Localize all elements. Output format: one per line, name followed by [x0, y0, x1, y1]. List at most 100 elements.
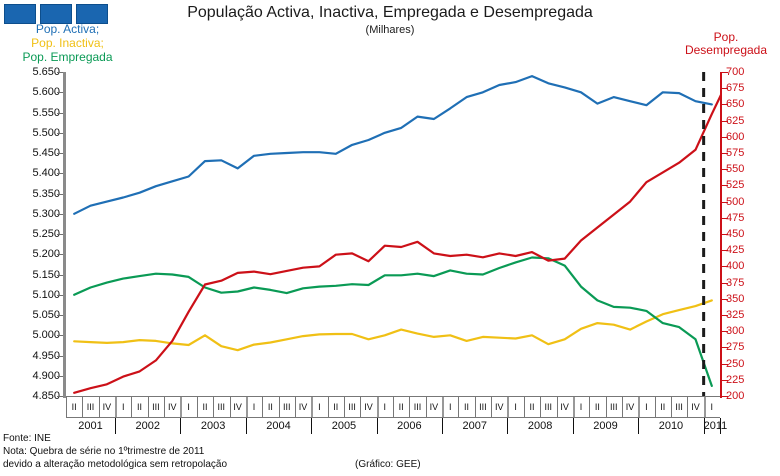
right-axis-tick — [722, 169, 728, 170]
right-axis-tick — [722, 396, 728, 397]
right-axis-tick-label: 200 — [726, 390, 745, 402]
x-axis-quarter-separator — [262, 397, 264, 417]
x-axis-quarter-cell: I — [579, 402, 583, 412]
right-axis-tick — [722, 153, 728, 154]
x-axis-year-separator — [572, 418, 574, 434]
left-axis-tick — [57, 254, 63, 255]
x-axis-quarter-separator — [376, 397, 379, 417]
right-axis-line — [720, 72, 722, 398]
left-axis-tick — [57, 214, 63, 215]
x-axis-year-label: 2003 — [200, 420, 226, 432]
x-axis-quarter-cell: III — [217, 402, 226, 412]
x-axis-quarter-separator — [131, 397, 133, 417]
right-axis-tick — [722, 234, 728, 235]
right-axis-tick — [722, 331, 728, 332]
left-axis-tick-label: 5.350 — [32, 187, 60, 200]
footnote: Fonte: INE Nota: Quebra de série no 1ºtr… — [3, 432, 227, 471]
left-axis-tick — [57, 194, 63, 195]
right-axis-tick-label: 500 — [726, 195, 745, 208]
x-axis-quarters: II III IV I II III IV I II III IV I II III IV I II III IV I… — [66, 396, 720, 418]
left-axis-tick — [57, 153, 63, 154]
x-axis-quarter-cell: II — [529, 402, 535, 412]
x-axis-year-label: 2005 — [331, 420, 357, 432]
right-axis-tick-label: 600 — [726, 130, 745, 143]
right-axis-tick — [722, 380, 728, 381]
right-axis-tick — [722, 137, 728, 138]
x-axis-quarter-separator — [442, 397, 445, 417]
x-axis-quarter-separator — [654, 397, 656, 417]
left-axis-tick — [57, 113, 63, 114]
x-axis-quarter-separator — [311, 397, 314, 417]
series-line-pop-inactiva — [73, 299, 713, 352]
left-axis-tick-label: 5.250 — [32, 228, 60, 240]
x-axis-quarter-separator — [540, 397, 542, 417]
right-axis-tick-label: 300 — [726, 325, 745, 338]
chart-credit: (Gráfico: GEE) — [355, 459, 421, 470]
x-axis-quarter-cell: I — [383, 402, 387, 412]
x-axis-year-separator — [115, 418, 117, 434]
x-axis-quarter-cell: I — [448, 402, 452, 412]
right-axis-tick — [722, 72, 728, 73]
x-axis-quarter-separator — [638, 397, 641, 417]
left-axis-tick-label: 5.400 — [32, 167, 60, 180]
x-axis-quarter-separator — [343, 397, 345, 417]
left-axis-tick — [57, 356, 63, 357]
x-axis-year-separator — [703, 418, 705, 434]
right-axis-tick-label: 250 — [726, 357, 745, 370]
right-axis-tick-label: 525 — [726, 179, 745, 192]
left-axis-tick-label: 4.950 — [32, 349, 60, 362]
left-axis-tick — [57, 295, 63, 296]
x-axis-quarter-separator — [523, 397, 525, 417]
right-axis-tick — [722, 283, 728, 284]
x-axis-year-separator — [638, 418, 640, 434]
legend-label-desempregada-line2: Desempregada — [684, 43, 768, 57]
x-axis-quarter-separator — [670, 397, 672, 417]
right-axis-tick — [722, 104, 728, 105]
x-axis-quarter-separator — [605, 397, 607, 417]
right-axis-tick — [722, 88, 728, 89]
x-axis-year-separator — [376, 418, 378, 434]
x-axis-quarter-cell: II — [464, 402, 470, 412]
right-axis-tick — [722, 266, 728, 267]
x-axis-year-separator — [180, 418, 182, 434]
x-axis-quarter-separator — [66, 397, 67, 417]
x-axis-quarter-separator — [409, 397, 411, 417]
right-axis-tick-label: 650 — [726, 98, 745, 111]
legend-label-empregada: Pop. Empregada — [22, 50, 113, 64]
left-axis-tick-label: 5.300 — [32, 207, 60, 220]
x-axis-quarter-cell: I — [252, 402, 256, 412]
x-axis-quarter-cell: III — [609, 402, 618, 412]
x-axis-quarter-separator — [147, 397, 149, 417]
right-axis-tick-label: 325 — [726, 309, 745, 321]
legend-swatch-2 — [40, 4, 72, 24]
x-axis-quarter-cell: IV — [691, 402, 700, 412]
right-axis-tick-label: 400 — [726, 260, 745, 273]
left-axis-tick-label: 5.550 — [32, 106, 60, 119]
left-axis-tick — [57, 335, 63, 336]
left-axis-tick-label: 5.200 — [32, 248, 60, 261]
left-axis-tick — [57, 275, 63, 276]
left-axis-tick-label: 5.000 — [32, 329, 60, 342]
x-axis-quarter-separator — [360, 397, 362, 417]
x-axis-quarter-separator — [229, 397, 231, 417]
x-axis-quarter-cell: I — [514, 402, 517, 412]
x-axis-quarter-cell: I — [710, 402, 714, 412]
legend-label-inactiva: Pop. Inactiva; — [31, 36, 104, 50]
x-axis-quarter-cell: I — [645, 402, 648, 412]
x-axis-quarter-cell: II — [398, 402, 404, 412]
x-axis-quarter-cell: IV — [298, 402, 308, 412]
x-axis-year-label: 2011 — [703, 420, 728, 432]
right-axis-tick-label: 625 — [726, 114, 745, 127]
x-axis-quarter-cell: III — [544, 402, 553, 412]
right-axis-tick-label: 700 — [726, 66, 745, 78]
x-axis-quarter-cell: IV — [168, 402, 177, 412]
x-axis-quarter-separator — [687, 397, 689, 417]
x-axis-year-label: 2006 — [397, 420, 422, 432]
footnote-source: Fonte: INE — [3, 433, 51, 444]
x-axis-quarter-separator — [82, 397, 84, 417]
footnote-note-2: devido a alteração metodológica sem retr… — [3, 459, 228, 470]
x-axis-quarter-cell: IV — [560, 402, 569, 412]
x-axis-quarter-separator — [98, 397, 100, 417]
plot-area — [66, 72, 730, 396]
x-axis-quarter-separator — [425, 397, 427, 417]
